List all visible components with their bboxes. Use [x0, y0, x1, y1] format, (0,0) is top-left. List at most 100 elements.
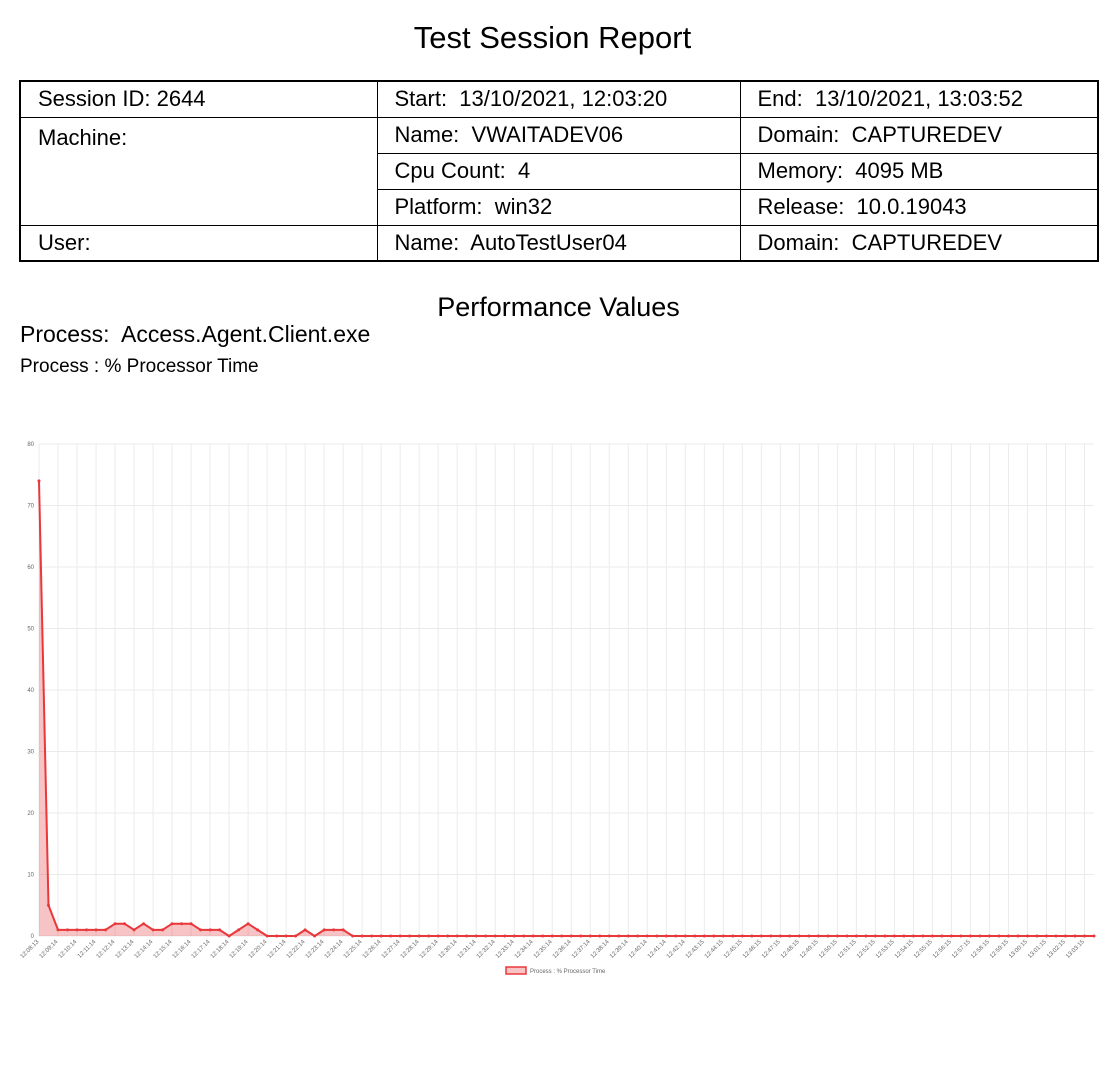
x-tick-label: 12:09:14	[39, 939, 60, 960]
x-tick-label: 12:12:14	[96, 939, 117, 960]
point	[446, 934, 450, 938]
point	[370, 934, 374, 938]
point	[930, 934, 934, 938]
point	[408, 934, 412, 938]
report-title: Test Session Report	[413, 20, 692, 55]
point	[674, 934, 678, 938]
x-tick-label: 12:21:14	[267, 939, 288, 960]
x-tick-label: 12:54:15	[894, 939, 915, 960]
x-tick-label: 12:43:15	[685, 939, 706, 960]
point	[208, 928, 212, 932]
point	[85, 928, 89, 932]
point	[522, 934, 526, 938]
x-tick-label: 12:49:15	[799, 939, 820, 960]
point	[797, 934, 801, 938]
point	[560, 934, 564, 938]
y-tick-label: 10	[27, 873, 34, 879]
cell: User:	[19, 224, 378, 262]
x-tick-label: 12:47:15	[761, 939, 782, 960]
point	[911, 934, 915, 938]
x-tick-label: 12:10:14	[58, 939, 79, 960]
x-tick-label: 12:34:14	[514, 939, 535, 960]
point	[246, 922, 250, 926]
x-tick-label: 12:13:14	[115, 939, 136, 960]
point	[721, 934, 725, 938]
x-tick-label: 12:14:14	[134, 939, 155, 960]
point	[493, 934, 497, 938]
point	[1006, 934, 1010, 938]
point	[731, 934, 735, 938]
x-tick-label: 12:33:14	[495, 939, 516, 960]
point	[883, 934, 887, 938]
point	[778, 934, 782, 938]
x-tick-label: 12:15:14	[153, 939, 174, 960]
point	[1073, 934, 1077, 938]
point	[541, 934, 545, 938]
point	[892, 934, 896, 938]
chart-title: Process : % Processor Time	[20, 356, 259, 377]
cell: Name: AutoTestUser04	[376, 224, 741, 262]
x-tick-label: 12:16:14	[172, 939, 193, 960]
cell: Memory: 4095 MB	[739, 152, 1099, 190]
x-tick-label: 13:03:15	[1065, 939, 1086, 960]
point	[997, 934, 1001, 938]
point	[66, 928, 70, 932]
x-tick-label: 12:31:14	[457, 939, 478, 960]
point	[284, 934, 288, 938]
point	[683, 934, 687, 938]
point	[1082, 934, 1086, 938]
cell: Platform: win32	[376, 188, 741, 226]
point	[959, 934, 963, 938]
point	[142, 922, 146, 926]
point	[531, 934, 535, 938]
point	[75, 928, 79, 932]
point	[455, 934, 459, 938]
cell: Machine:	[19, 116, 378, 226]
x-tick-label: 12:52:15	[856, 939, 877, 960]
point	[275, 934, 279, 938]
cell: Domain: CAPTUREDEV	[739, 116, 1099, 154]
point	[807, 934, 811, 938]
point	[47, 903, 51, 907]
point	[788, 934, 792, 938]
point	[854, 934, 858, 938]
point	[550, 934, 554, 938]
x-tick-label: 12:30:14	[438, 939, 459, 960]
process-name: Process: Access.Agent.Client.exe	[20, 321, 371, 347]
point	[949, 934, 953, 938]
point	[569, 934, 573, 938]
x-tick-label: 12:17:14	[191, 939, 212, 960]
point	[189, 922, 193, 926]
legend-swatch	[505, 966, 527, 975]
point	[968, 934, 972, 938]
point	[123, 922, 127, 926]
x-tick-label: 12:23:14	[305, 939, 326, 960]
x-tick-label: 12:27:14	[381, 939, 402, 960]
point	[180, 922, 184, 926]
x-tick-label: 12:44:15	[704, 939, 725, 960]
x-tick-label: 12:58:15	[970, 939, 991, 960]
point	[465, 934, 469, 938]
point	[389, 934, 393, 938]
point	[835, 934, 839, 938]
point	[750, 934, 754, 938]
x-tick-label: 12:53:15	[875, 939, 896, 960]
cell: Cpu Count: 4	[376, 152, 741, 190]
y-tick-label: 70	[27, 504, 34, 510]
point	[56, 928, 60, 932]
x-tick-label: 12:19:14	[229, 939, 250, 960]
point	[37, 479, 41, 483]
x-tick-label: 12:36:14	[552, 939, 573, 960]
point	[113, 922, 117, 926]
point	[484, 934, 488, 938]
point	[170, 922, 174, 926]
point	[664, 934, 668, 938]
y-tick-label: 20	[27, 811, 34, 817]
point	[218, 928, 222, 932]
point	[769, 934, 773, 938]
point	[1035, 934, 1039, 938]
point	[1092, 934, 1096, 938]
point	[199, 928, 203, 932]
x-tick-label: 12:57:15	[951, 939, 972, 960]
